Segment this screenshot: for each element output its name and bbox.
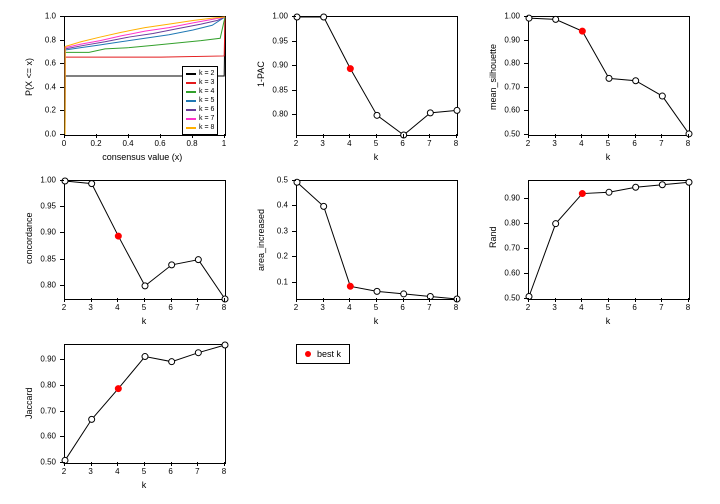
cdf-panel: 0.00.20.40.60.81.000.20.40.60.81P(X <= x…: [12, 6, 244, 170]
metric-plot: [528, 180, 690, 300]
metric-panel-mean_silhouette: 0.500.600.700.800.901.002345678mean_silh…: [476, 6, 708, 170]
metric-panel-concordance: 0.800.850.900.951.002345678concordancek: [12, 170, 244, 334]
best-k-legend: best k: [296, 344, 350, 364]
metric-panel-1-PAC: 0.800.850.900.951.0023456781-PACk: [244, 6, 476, 170]
metric-panel-Jaccard: 0.500.600.700.800.902345678Jaccardk: [12, 334, 244, 498]
metric-plot: [528, 16, 690, 136]
metric-plot: [64, 344, 226, 464]
best-k-dot-icon: [305, 351, 311, 357]
metric-plot: [296, 16, 458, 136]
metric-plot: [64, 180, 226, 300]
metric-panel-area_increased: 0.10.20.30.40.52345678area_increasedk: [244, 170, 476, 334]
cdf-legend: k = 2k = 3k = 4k = 5k = 6k = 7k = 8: [182, 66, 218, 135]
metric-panel-Rand: 0.500.600.700.800.902345678Randk: [476, 170, 708, 334]
best-k-label: best k: [317, 349, 341, 359]
metric-plot: [296, 180, 458, 300]
